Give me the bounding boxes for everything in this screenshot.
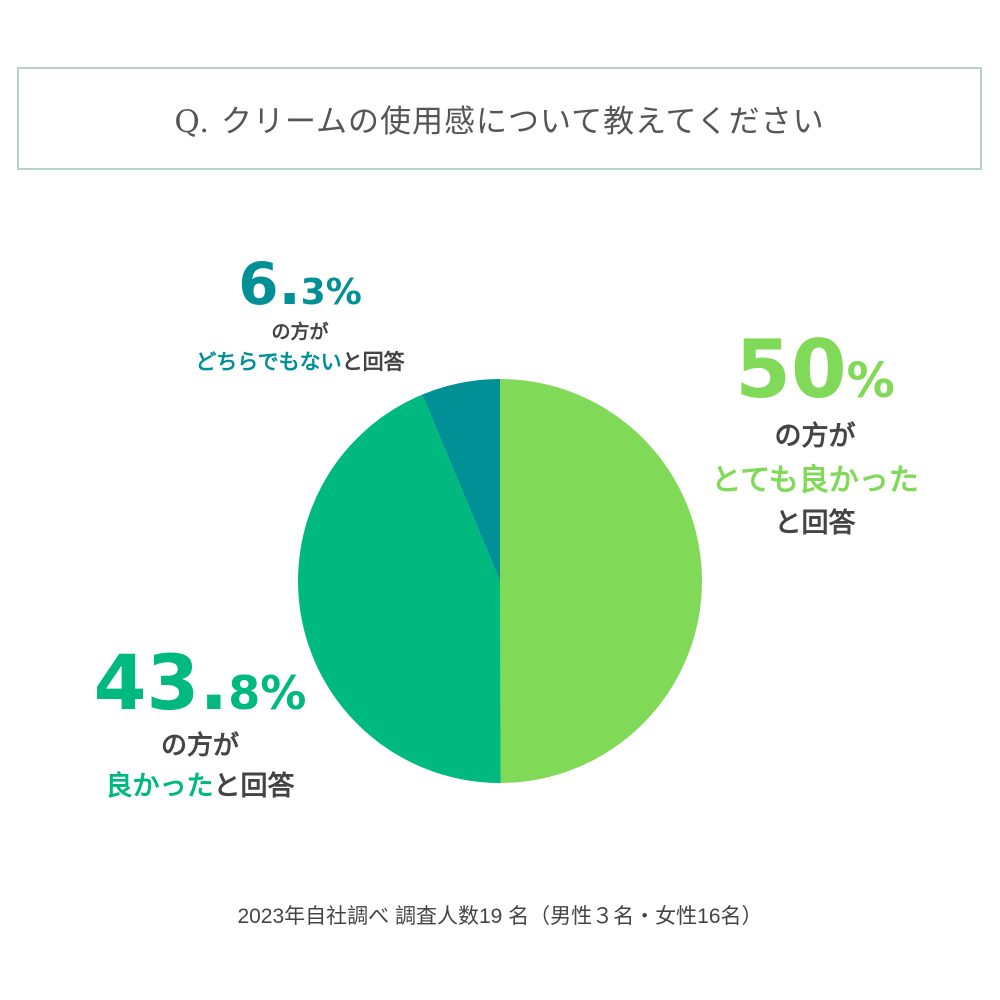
- pct-int: 43.: [93, 638, 229, 727]
- question-box: Q. クリームの使用感について教えてください: [17, 67, 982, 170]
- suffix: と回答: [341, 350, 405, 374]
- chart-title: Q. クリームの使用感について教えてください: [174, 104, 825, 140]
- prefix: の方が: [774, 421, 856, 452]
- answer: 良かった: [105, 771, 214, 802]
- pie-slice-2: [422, 379, 500, 581]
- pct-sign: %: [846, 353, 895, 409]
- suffix: と回答: [774, 508, 856, 539]
- prefix: の方が: [160, 731, 239, 761]
- survey-note: 2023年自社調べ 調査人数19 名（男性３名・女性16名）: [237, 905, 763, 928]
- pie-slice-1: [298, 394, 501, 783]
- label-good: 43.8% の方が 良かったと回答: [80, 645, 320, 803]
- prefix: の方が: [271, 321, 329, 343]
- pct-sign: %: [325, 272, 362, 313]
- answer: とても良かった: [711, 463, 919, 498]
- suffix: と回答: [213, 771, 295, 802]
- label-neutral: 6.3% の方が どちらでもないと回答: [160, 255, 440, 376]
- pie-slice-0: [500, 379, 702, 783]
- answer: どちらでもない: [195, 350, 342, 374]
- pct-int: 50: [735, 323, 847, 416]
- pct-sign: %: [260, 666, 307, 720]
- label-very-good: 50% の方が とても良かった と回答: [680, 330, 950, 540]
- pct-dec: 3: [300, 272, 326, 313]
- pct-dec: 8: [228, 666, 261, 720]
- pct-int: 6.: [238, 250, 301, 318]
